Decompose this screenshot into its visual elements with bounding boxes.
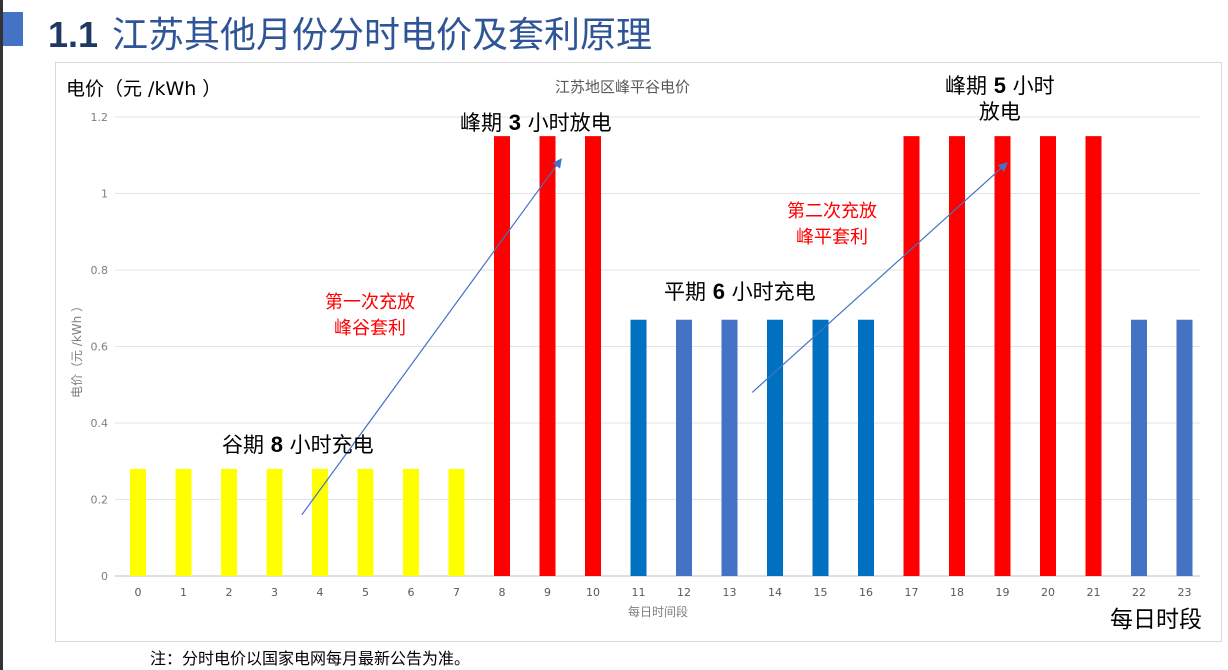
bar-hour-12: [676, 319, 692, 576]
annotation-peak2: 峰期 5 小时 放电: [945, 73, 1055, 124]
x-tick-label: 10: [586, 586, 600, 599]
bar-hour-19: [994, 136, 1011, 576]
bar-hour-2: [221, 468, 237, 576]
bar-hour-14: [767, 319, 783, 576]
x-tick-label: 8: [499, 586, 506, 599]
bar-hour-4: [312, 468, 328, 576]
arbitrage-arrow: [751, 162, 1008, 393]
bar-hour-23: [1176, 319, 1193, 576]
bar-hour-9: [539, 136, 556, 576]
y-tick-label: 0.4: [91, 417, 109, 430]
bar-hour-15: [812, 319, 829, 576]
arbitrage-arrow: [301, 158, 562, 516]
chart-title: 江苏地区峰平谷电价: [555, 78, 691, 96]
annotation-peak1: 峰期 3 小时放电: [460, 110, 612, 135]
unit-label: 电价（元 /kWh ）: [66, 78, 222, 100]
bar-hour-10: [585, 136, 601, 576]
y-tick-label: 0.2: [91, 494, 109, 507]
x-tick-label: 4: [317, 586, 324, 599]
chart-frame: [55, 62, 1222, 642]
x-axis-label: 每日时间段: [628, 605, 689, 619]
x-tick-label: 20: [1041, 586, 1055, 599]
x-tick-label: 13: [723, 586, 737, 599]
x-tick-label: 12: [677, 586, 691, 599]
x-tick-label: 5: [362, 586, 369, 599]
x-tick-label: 19: [996, 586, 1010, 599]
bar-hour-3: [266, 468, 283, 576]
bar-hour-1: [175, 468, 192, 576]
bar-hour-11: [630, 319, 647, 576]
x-tick-label: 0: [135, 586, 142, 599]
x-tick-label: 18: [950, 586, 964, 599]
x-tick-label: 11: [632, 586, 646, 599]
x-tick-label: 21: [1087, 586, 1101, 599]
x-tick-label: 22: [1132, 586, 1146, 599]
bar-hour-0: [130, 468, 146, 576]
bar-hour-8: [494, 136, 510, 576]
window-edge: [0, 0, 3, 670]
bar-hour-21: [1085, 136, 1102, 576]
y-tick-label: 0.6: [91, 341, 109, 354]
bar-hour-17: [903, 136, 920, 576]
bar-hour-13: [721, 319, 738, 576]
x-axis-label-large: 每日时段: [1110, 607, 1202, 633]
x-tick-label: 17: [905, 586, 919, 599]
x-tick-label: 6: [408, 586, 415, 599]
x-tick-label: 7: [453, 586, 460, 599]
bar-hour-22: [1131, 319, 1147, 576]
x-tick-label: 9: [544, 586, 551, 599]
x-tick-label: 23: [1178, 586, 1192, 599]
y-tick-label: 0.8: [91, 264, 109, 277]
x-tick-label: 3: [271, 586, 278, 599]
bar-hour-20: [1040, 136, 1056, 576]
y-axis-label: 电价（元 /kWh ）: [70, 299, 84, 398]
x-tick-label: 2: [226, 586, 233, 599]
bar-hour-16: [858, 319, 874, 576]
bar-hour-18: [949, 136, 965, 576]
title-accent-bar: [3, 12, 23, 46]
page-title: 1.1 江苏其他月份分时电价及套利原理: [48, 14, 653, 56]
y-tick-label: 1.2: [91, 111, 109, 124]
annotation-flat: 平期 6 小时充电: [664, 279, 816, 304]
bar-hour-6: [403, 468, 419, 576]
annotation-arbitrage-1: 第一次充放 峰谷套利: [325, 292, 415, 339]
annotation-arbitrage-2: 第二次充放 峰平套利: [787, 201, 877, 248]
x-tick-label: 16: [859, 586, 873, 599]
y-tick-label: 1: [101, 188, 108, 201]
y-tick-label: 0: [101, 570, 108, 583]
bar-hour-5: [357, 468, 374, 576]
footer-note: 注：分时电价以国家电网每月最新公告为准。: [150, 649, 471, 668]
x-tick-label: 1: [180, 586, 187, 599]
x-tick-label: 15: [814, 586, 828, 599]
x-tick-label: 14: [768, 586, 782, 599]
annotation-valley: 谷期 8 小时充电: [222, 432, 374, 457]
bar-hour-7: [448, 468, 465, 576]
